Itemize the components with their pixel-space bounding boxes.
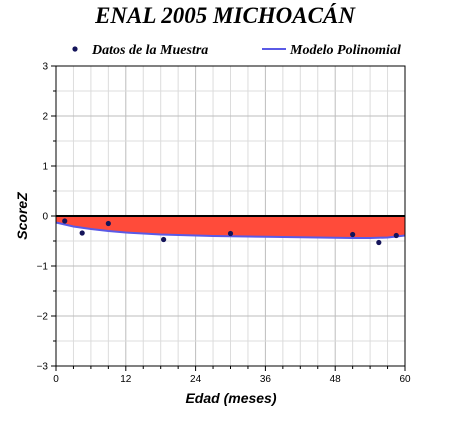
- data-point: [79, 230, 85, 236]
- y-tick-label: 0: [42, 212, 48, 223]
- y-tick-label: −3: [37, 362, 49, 373]
- legend-label-datos: Datos de la Muestra: [91, 43, 208, 58]
- y-axis-ticks: 3 2 1 0 −1 −2 −3: [37, 62, 56, 373]
- chart-title: ENAL 2005 MICHOACÁN: [94, 3, 356, 28]
- y-tick-label: 3: [42, 62, 48, 73]
- legend-marker-datos: [72, 46, 78, 52]
- x-tick-label: 60: [399, 374, 411, 385]
- data-point: [393, 232, 399, 239]
- y-tick-label: −1: [37, 262, 49, 273]
- x-tick-label: 36: [260, 374, 272, 385]
- y-axis-title: ScoreZ: [14, 192, 30, 240]
- data-point: [227, 230, 234, 237]
- data-point: [350, 231, 356, 238]
- x-axis-ticks: 0 12 24 36 48 60: [53, 366, 411, 385]
- data-point: [161, 236, 167, 243]
- y-tick-label: 2: [42, 112, 48, 123]
- legend: Datos de la Muestra Modelo Polinomial: [72, 43, 401, 58]
- series-line: [55, 221, 406, 239]
- modelo-polinomial-line: [55, 221, 406, 239]
- x-tick-label: 12: [120, 374, 132, 385]
- x-axis-title: Edad (meses): [185, 390, 276, 406]
- data-point: [376, 239, 382, 246]
- x-tick-label: 48: [330, 374, 342, 385]
- y-tick-label: −2: [37, 312, 49, 323]
- x-tick-label: 0: [53, 374, 59, 385]
- data-point: [105, 220, 111, 227]
- y-tick-label: 1: [42, 162, 48, 173]
- legend-label-modelo: Modelo Polinomial: [289, 43, 401, 58]
- x-tick-label: 24: [190, 374, 202, 385]
- data-point: [62, 218, 68, 224]
- series-points: [62, 218, 399, 246]
